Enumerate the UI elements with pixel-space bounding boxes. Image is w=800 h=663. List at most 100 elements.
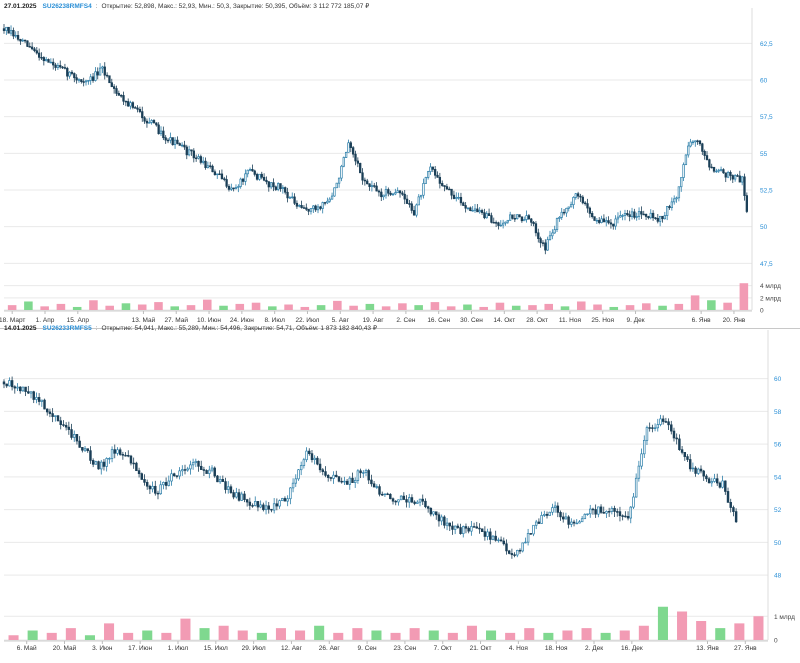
candle-body	[564, 516, 568, 520]
candle-body	[432, 511, 435, 515]
candle-body	[29, 391, 33, 394]
candle-body	[416, 501, 419, 504]
candle-body	[540, 515, 543, 524]
volume-bar	[446, 306, 456, 310]
header-ticker[interactable]: SU26238RMFS4	[42, 3, 92, 10]
candle-body	[148, 122, 151, 124]
volume-bar	[619, 630, 630, 640]
header-ticker[interactable]: SU26233RMFS5	[42, 325, 92, 332]
candle-body	[579, 195, 582, 198]
candle-body	[664, 421, 668, 423]
volume-bar	[739, 283, 749, 310]
candle-body	[294, 478, 297, 484]
candle-body	[173, 139, 177, 146]
candle-body	[567, 516, 570, 525]
candle-body	[362, 472, 365, 474]
candle-body	[202, 160, 205, 163]
candle-body	[372, 483, 376, 488]
candle-body	[602, 512, 605, 514]
candle-body	[471, 210, 474, 212]
candle-body	[640, 453, 643, 467]
candle-body	[66, 67, 69, 77]
volume-bar	[524, 628, 535, 640]
candle-body	[452, 194, 456, 199]
candle-body	[267, 505, 270, 510]
candle-body	[120, 94, 123, 97]
candle-body	[394, 500, 397, 503]
candle-body	[722, 169, 725, 174]
candle-body	[230, 187, 233, 190]
candle-body	[344, 151, 348, 158]
candle-body	[675, 437, 678, 440]
x-tick-label: 22. Июл	[295, 317, 319, 324]
candle-body	[82, 81, 85, 83]
volume-bar	[398, 303, 407, 310]
volume-bar	[199, 628, 210, 640]
candle-body	[156, 492, 160, 495]
candle-body	[347, 142, 350, 153]
candle-body	[480, 210, 484, 213]
candle-body	[661, 418, 665, 422]
y-tick-label: 54	[774, 474, 782, 481]
candle-body	[340, 165, 343, 179]
candle-body	[251, 505, 254, 507]
candle-body	[208, 469, 211, 474]
candle-body	[649, 212, 652, 219]
candle-body	[64, 424, 68, 428]
candle-body	[602, 218, 606, 223]
candle-body	[164, 482, 168, 486]
volume-bar	[40, 306, 49, 310]
candle-body	[505, 543, 508, 552]
candle-body	[648, 427, 651, 429]
candle-body	[33, 48, 36, 52]
volume-bar	[414, 305, 423, 310]
x-tick-label: 15. Апр	[67, 317, 90, 324]
candle-body	[651, 427, 654, 429]
candle-body	[145, 481, 149, 487]
candle-body	[380, 191, 383, 198]
price-volume-chart[interactable]: 60 58 56 54 52 50 48 1 млрд 0 6. Май 20. Май 3. Июн…	[0, 322, 800, 658]
x-tick-label: 29. Июл	[242, 645, 266, 652]
candle-body	[308, 450, 311, 455]
candle-body	[343, 480, 346, 483]
candle-body	[140, 473, 144, 480]
volume-bar	[562, 630, 573, 640]
x-tick-label: 6. Янв	[692, 317, 712, 324]
candle-body	[305, 450, 308, 461]
candle-body	[239, 178, 242, 187]
candle-body	[47, 59, 50, 63]
volume-bar	[715, 628, 726, 640]
candle-body	[298, 205, 301, 207]
volume-bar	[219, 305, 228, 310]
candle-body	[9, 30, 13, 34]
candle-body	[178, 143, 181, 146]
volume-bar	[284, 304, 293, 310]
candle-body	[366, 180, 369, 185]
candle-body	[313, 457, 316, 460]
candle-body	[738, 175, 741, 183]
candle-body	[640, 211, 643, 215]
volume-bar	[430, 302, 440, 310]
candle-body	[567, 206, 570, 209]
candle-body	[541, 242, 545, 244]
volume-bar	[161, 632, 172, 640]
candle-body	[186, 468, 189, 471]
candle-body	[370, 185, 374, 188]
price-volume-chart[interactable]: 62,5 60 57,5 55 52,5 50 47,5 4 млрд 2 млрд 0 18. М…	[0, 0, 800, 330]
x-tick-label: 26. Авг	[319, 645, 341, 652]
candle-body	[637, 465, 641, 479]
candle-body	[521, 542, 524, 552]
candle-body	[565, 207, 568, 214]
candle-body	[464, 526, 468, 529]
candle-body	[562, 211, 566, 214]
candle-body	[403, 193, 406, 200]
volume-bar	[295, 630, 306, 640]
candle-body	[391, 193, 395, 196]
candle-body	[210, 467, 214, 471]
candle-body	[63, 67, 67, 69]
volume-bar	[447, 632, 458, 640]
x-tick-label: 20. Янв	[723, 317, 746, 324]
candle-body	[96, 71, 99, 76]
candle-body	[719, 169, 723, 171]
candle-body	[397, 499, 400, 503]
